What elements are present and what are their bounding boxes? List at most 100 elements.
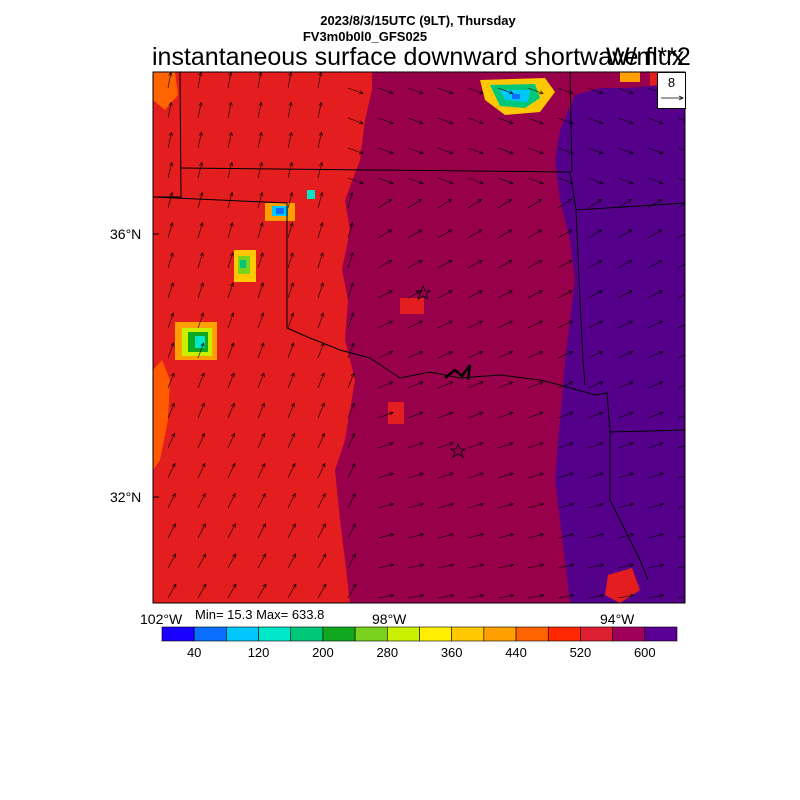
wind-arrow-head [690,594,694,598]
wind-arrow [587,564,604,569]
wind-arrow [197,312,204,329]
wind-arrow [587,473,604,479]
wind-arrow [557,564,574,569]
wind-arrow-head [171,402,175,408]
units-label: W/m**2 [606,43,691,71]
wind-arrow-head [537,199,543,204]
wind-arrow-head [359,90,364,95]
wind-arrow [647,117,664,124]
wind-arrow [197,222,203,239]
wind-arrow-head [351,462,356,468]
wind-arrow [227,192,233,209]
wind-arrow [677,294,685,299]
wind-arrow-head [389,472,394,477]
wind-arrow [317,72,322,89]
wind-arrow [527,442,544,449]
wind-arrow-head [290,282,294,287]
wind-arrow [647,473,664,479]
wind-arrow [467,259,483,269]
wind-arrow-head [419,120,424,125]
wind-arrow [227,373,235,389]
wind-arrow [617,533,634,539]
wind-arrow [167,373,175,389]
wind-arrow [167,132,172,149]
state-boundaries [153,72,685,581]
river-segment [444,364,472,381]
wind-arrow [617,473,634,479]
wind-arrow-head [689,442,693,445]
wind-arrow [587,533,604,539]
wind-arrow [377,351,393,359]
wind-arrow-head [690,533,694,537]
wind-arrow-head [359,150,364,155]
wind-arrow-head [172,583,177,589]
wind-arrow [227,102,232,119]
wind-arrow-head [658,411,664,416]
wind-arrow [407,117,424,124]
wind-arrow [497,290,513,299]
wind-arrow-head [169,222,174,227]
axis-ticks [153,233,159,498]
wind-arrow-head [321,523,326,528]
wind-arrow-head [259,161,264,167]
wind-arrow [377,117,394,124]
wind-arrow [257,72,262,89]
wind-arrow-head [508,290,513,295]
wind-arrow [377,87,394,94]
wind-arrow [227,282,234,299]
wind-arrow [617,290,633,299]
wind-arrow-head [350,282,354,287]
wind-arrow-head [539,593,545,598]
wind-arrow [317,493,326,509]
wind-arrow [497,381,513,389]
wind-arrow-head [569,533,575,538]
wind-arrow [197,433,205,449]
wind-arrow-head [599,563,605,568]
wind-arrow [407,320,423,329]
wind-arrow-head [231,493,236,498]
wind-arrow [257,192,263,209]
wind-arrow [497,229,512,239]
wind-arrow [317,553,326,569]
colorbar-label: 120 [247,645,270,660]
wind-arrow [647,259,663,269]
wind-arrow [557,117,574,124]
wind-arrow-head [349,191,354,197]
wind-arrow-head [202,553,206,558]
wind-arrow-head [449,472,454,477]
wind-arrow-head [232,553,236,558]
wind-arrow [257,342,264,359]
wind-arrow [167,342,174,359]
wind-arrow [647,199,662,209]
wind-arrow-head [349,222,354,227]
wind-arrow-head [659,120,664,125]
wind-arrow-head [688,199,692,202]
wind-arrow-head [291,493,296,498]
wind-arrow [677,147,685,151]
wind-arrow-head [507,259,513,264]
wind-arrow [257,553,266,569]
wind-arrow [557,199,572,209]
wind-arrow-head [389,90,394,95]
wind-arrow [377,229,392,239]
wind-arrow [377,533,394,539]
wind-arrow-head [260,372,265,378]
wind-arrow [347,463,356,479]
wind-arrow-head [418,320,424,325]
wind-arrow [167,583,177,599]
wind-arrow-head [289,191,294,197]
wind-arrow [647,177,664,184]
wind-arrow [227,433,235,449]
wind-arrow-head [509,563,515,568]
wind-arrow [317,583,327,599]
wind-arrow-head [599,150,604,155]
wind-arrow-head [598,290,603,295]
wind-arrow [167,463,176,479]
cloud-cluster-south [175,322,217,360]
colorbar-label: 600 [633,645,656,660]
wind-arrow-head [290,372,295,378]
colorbar-label: 520 [569,645,592,660]
wind-arrow [557,473,574,479]
colorbar-label: 280 [376,645,399,660]
city-star-marker [414,284,432,300]
